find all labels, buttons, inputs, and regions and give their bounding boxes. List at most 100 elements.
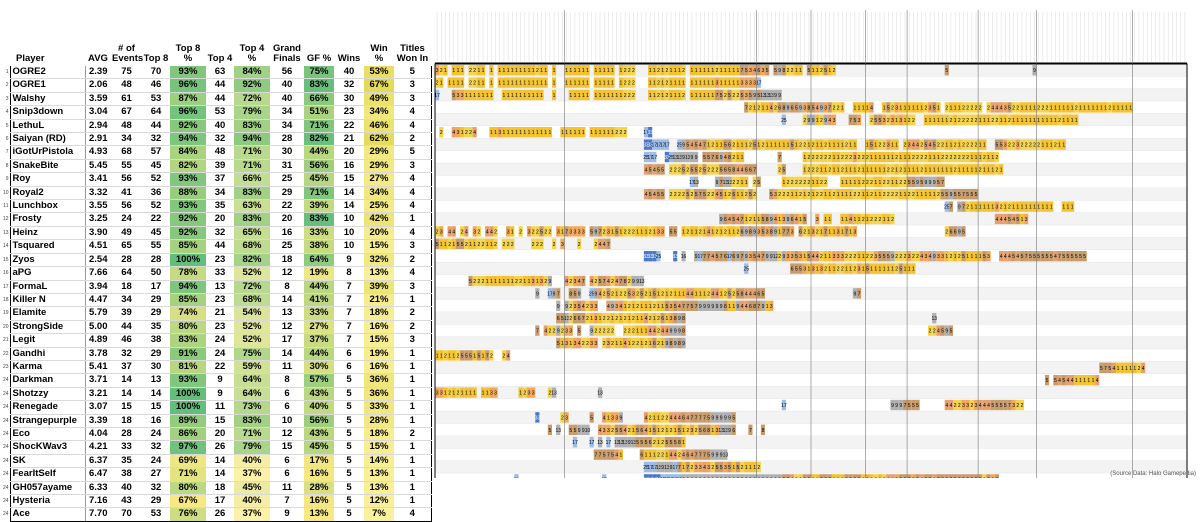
- placement-cell: [468, 77, 473, 88]
- titles-cell: 1: [394, 467, 432, 482]
- placement-label: 2: [657, 81, 660, 87]
- placement-label: 5: [653, 291, 656, 297]
- placement-cell: [953, 226, 958, 237]
- placement-cell: [927, 139, 933, 150]
- placement-label: 1: [933, 118, 936, 124]
- placement-cell: [727, 213, 732, 225]
- placement-cell: [514, 77, 519, 88]
- placement-label: 2: [966, 118, 969, 124]
- placement-label: 5: [1062, 378, 1065, 384]
- placement-label: 7: [620, 279, 623, 285]
- table-row: 23 Karma 5.41 37 30 81% 22 59% 11 30% 6 16% 1: [3, 360, 432, 375]
- placement-cell: [631, 288, 636, 299]
- placement-label: 1: [975, 167, 978, 173]
- placement-cell: [748, 251, 753, 262]
- placement-cell: [735, 65, 740, 76]
- placement-label: 1: [645, 304, 648, 310]
- placement-cell: [798, 226, 803, 237]
- placement-label: 2: [724, 291, 727, 297]
- placement-label: 3: [574, 341, 577, 347]
- titles-cell: 3: [394, 239, 432, 254]
- placement-label: 5: [703, 167, 706, 173]
- placement-label: 4: [653, 192, 656, 198]
- placement-label: 1: [486, 93, 489, 99]
- placement-cell: [894, 189, 899, 200]
- placement-label: 2: [548, 229, 551, 235]
- placement-label: 1: [803, 192, 806, 198]
- placement-label: 2: [803, 229, 806, 235]
- placement-cell: [531, 77, 536, 88]
- placement-cell: [702, 164, 707, 175]
- wins-cell: 14: [334, 186, 364, 201]
- events-cell: 68: [111, 145, 142, 160]
- placement-cell: [760, 251, 766, 262]
- placement-cell: [923, 176, 928, 187]
- placement-label: 1: [586, 81, 589, 87]
- placement-label: 1: [1025, 105, 1028, 111]
- placement-label: 1: [954, 118, 957, 124]
- placement-label: 2: [787, 68, 790, 74]
- placement-cell: [652, 164, 657, 175]
- placement-cell: [739, 176, 745, 187]
- placement-cell: [489, 89, 494, 101]
- placement-label: 7: [749, 428, 752, 434]
- placement-label: 1: [465, 391, 468, 397]
- placement-label: 1: [486, 391, 489, 397]
- placement-cell: [480, 350, 486, 361]
- placement-label: 1: [640, 316, 643, 322]
- placement-label: 5: [461, 242, 464, 248]
- placement-label: 2: [791, 68, 794, 74]
- top4-cell: 48: [206, 145, 234, 160]
- placement-cell: [535, 127, 540, 138]
- placement-cell: [978, 251, 983, 262]
- placement-cell: [965, 189, 970, 200]
- placement-cell: [727, 151, 732, 163]
- placement-cell: [673, 189, 678, 200]
- placement-cell: [752, 102, 757, 113]
- placement-cell: [794, 263, 799, 274]
- placement-label: 7: [1008, 403, 1011, 409]
- placement-label: 7: [536, 329, 539, 335]
- placement-cell: [944, 251, 949, 262]
- placement-label: 1: [661, 81, 664, 87]
- placement-cell: [564, 337, 569, 349]
- gf-cell: 18: [270, 253, 304, 268]
- placement-cell: [602, 325, 607, 336]
- placement-cell: [1107, 102, 1112, 113]
- placement-label: 1: [498, 81, 501, 87]
- titles-cell: 2: [394, 427, 432, 442]
- placement-label: 1: [979, 143, 982, 149]
- placement-label: 1: [720, 291, 723, 297]
- top4-cell: 26: [206, 440, 234, 455]
- placement-label: 1: [853, 180, 856, 186]
- placement-cell: [1007, 201, 1012, 212]
- placement-label: 5: [724, 143, 727, 149]
- placement-cell: [1044, 102, 1050, 113]
- placement-label: 1: [728, 304, 731, 310]
- placement-cell: [652, 189, 657, 200]
- placement-label: 2: [749, 217, 752, 223]
- placement-label: 1: [950, 167, 953, 173]
- placement-cell: [497, 127, 502, 138]
- placement-cell: [827, 213, 832, 225]
- placement-cell: [869, 263, 874, 274]
- placement-cell: [739, 226, 745, 237]
- placement-label: 1: [950, 105, 953, 111]
- placement-cell: [506, 350, 511, 361]
- placement-label: 1: [945, 254, 948, 260]
- placement-cell: [648, 251, 653, 262]
- placement-label: 2: [544, 229, 547, 235]
- placement-label: 2: [975, 143, 978, 149]
- placement-label: 1: [720, 229, 723, 235]
- placement-label: 3: [607, 229, 610, 235]
- placement-cell: [602, 238, 607, 249]
- gf-cell: 8: [270, 373, 304, 388]
- placement-label: 2: [845, 254, 848, 260]
- placement-label: 3: [887, 143, 890, 149]
- placement-cell: [756, 226, 761, 237]
- player-name: Tsquared: [9, 239, 86, 254]
- placement-label: 1: [444, 68, 447, 74]
- placement-label: 1: [887, 267, 890, 273]
- player-name: OGRE1: [9, 78, 86, 93]
- placement-label: 1: [1062, 118, 1065, 124]
